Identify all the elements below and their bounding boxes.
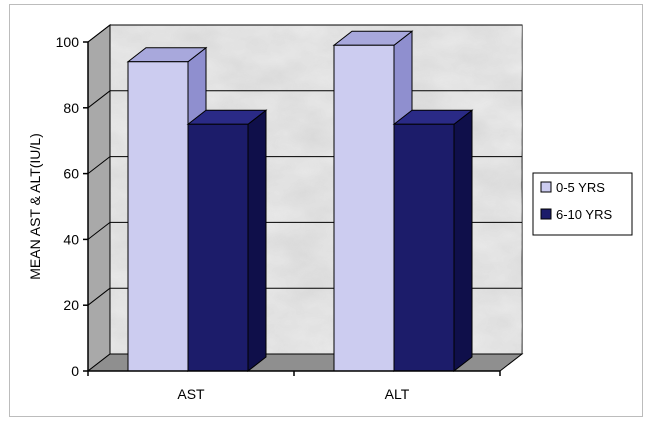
y-tick-label: 20	[63, 297, 79, 313]
gridline-side	[87, 90, 111, 109]
gridline-side	[87, 287, 111, 306]
chart-frame	[9, 4, 643, 417]
bar-ast-2	[187, 123, 249, 372]
y-tick-label: 100	[56, 34, 80, 50]
bar-side-ast-2	[247, 109, 267, 373]
y-axis-label: MEAN AST & ALT(IU/L)	[27, 133, 43, 280]
y-tick-label: 40	[63, 231, 79, 247]
gridline-side	[87, 222, 111, 240]
bar-side-alt-2	[453, 109, 473, 373]
x-tick-label-ast: AST	[177, 386, 205, 402]
gridline-side	[87, 24, 111, 43]
bar-ast-1	[127, 61, 189, 372]
gridline-side	[87, 156, 111, 174]
legend-label-2: 6-10 YRS	[556, 207, 612, 222]
bar-alt-2	[393, 123, 455, 372]
legend-swatch-2	[540, 208, 552, 220]
bar-alt-1	[333, 44, 395, 372]
y-tick-label: 0	[71, 363, 79, 379]
legend-label-1: 0-5 YRS	[556, 180, 605, 195]
y-tick-label: 80	[63, 100, 79, 116]
y-tick-label: 60	[63, 166, 79, 182]
side-wall	[87, 23, 111, 373]
x-tick-label-alt: ALT	[385, 386, 410, 402]
legend-swatch-1	[540, 181, 552, 193]
